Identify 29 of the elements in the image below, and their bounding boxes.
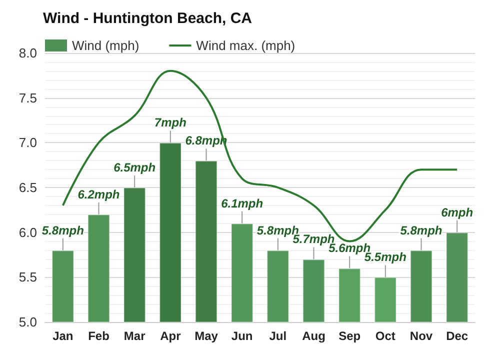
x-tick-label: Feb (88, 329, 110, 343)
y-tick-label: 7.0 (18, 135, 37, 150)
data-label: 7mph (154, 116, 186, 130)
x-tick-label: Aug (302, 329, 326, 343)
y-tick-label: 5.0 (18, 314, 37, 330)
data-label: 5.8mph (400, 223, 442, 238)
y-tick-label: 5.5 (18, 270, 37, 285)
y-tick-label: 8.0 (18, 46, 37, 60)
x-tick-label: Oct (375, 329, 396, 343)
x-tick-label: Jun (231, 329, 253, 343)
data-label: 6.2mph (78, 187, 120, 202)
legend-label: Wind (mph) (72, 38, 140, 53)
y-tick-label: 6.5 (18, 180, 37, 195)
x-tick-label: Mar (124, 329, 146, 343)
x-tick-label: Apr (160, 329, 182, 343)
x-tick-label: Jan (52, 329, 74, 343)
data-label: 6mph (441, 205, 474, 220)
x-tick-label: Sep (338, 329, 361, 343)
x-tick-label: May (194, 329, 218, 343)
data-label: 5.8mph (42, 223, 84, 238)
x-tick-label: Jul (269, 329, 287, 343)
y-tick-label: 6.0 (18, 224, 37, 240)
x-tick-label: Dec (446, 329, 468, 343)
legend-label: Wind max. (mph) (196, 38, 296, 53)
x-tick-label: Nov (410, 329, 433, 343)
data-label: 6.1mph (221, 196, 264, 210)
chart-title: Wind - Huntington Beach, CA (43, 10, 252, 27)
y-tick-label: 7.5 (18, 90, 37, 106)
data-label: 6.5mph (114, 160, 156, 174)
